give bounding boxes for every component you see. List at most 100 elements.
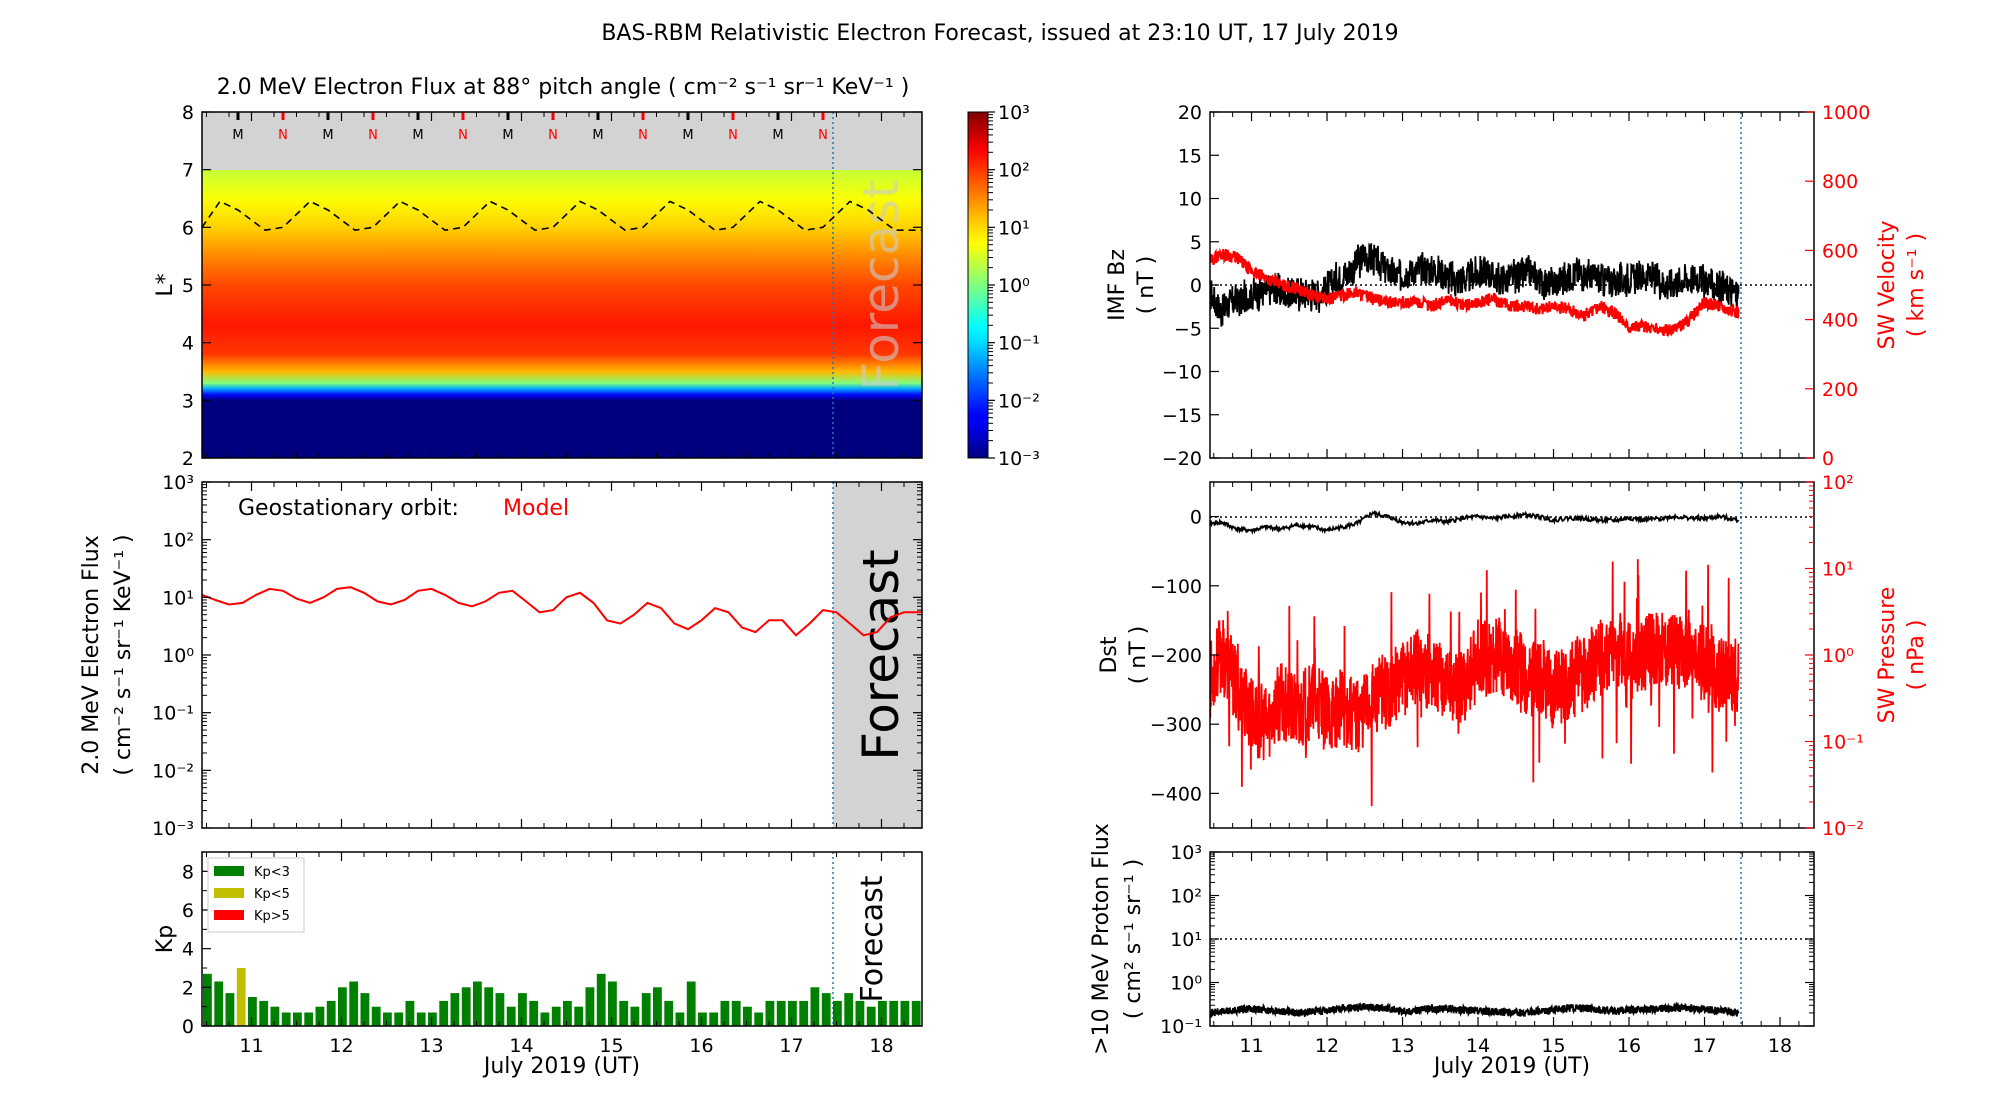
kp-ytick-label: 8 [182, 861, 194, 883]
kp-bar [439, 1001, 448, 1026]
kp-bar [406, 1001, 415, 1026]
colorbar-tick-label: 10² [998, 160, 1030, 182]
geo-ytick-label: 10⁻² [152, 760, 194, 782]
lstar-axis-label: L* [153, 273, 178, 296]
kp-bar [878, 1001, 887, 1026]
kp-legend-swatch-high [214, 910, 244, 920]
imf-panel: −20−15−10−50510152002004006008001000 IMF… [1105, 102, 1929, 470]
kp-bar [203, 974, 212, 1026]
kp-bar [777, 1001, 786, 1026]
psw-ytick-label: 10⁻² [1822, 818, 1864, 840]
kp-bar [496, 993, 505, 1026]
psw-ytick-label: 10¹ [1822, 559, 1854, 581]
psw-ytick-label: 10⁰ [1822, 645, 1854, 667]
magnetopause-label: N [818, 128, 828, 143]
lstar-ytick-label: 3 [182, 390, 194, 412]
kp-bar [619, 1001, 628, 1026]
geo-forecast-label: Forecast [852, 549, 910, 761]
imf-ytick-label: −15 [1162, 405, 1202, 427]
kp-bar [428, 1013, 437, 1027]
geo-ytick-label: 10⁰ [162, 645, 194, 667]
geo-ytick-label: 10⁻³ [152, 818, 194, 840]
proton-axis: 10⁻¹ 10⁰ 10¹ 10² 10³ 11 12 13 14 15 16 17 18 [1160, 842, 1814, 1057]
dst-ytick-label: −100 [1150, 576, 1202, 598]
kp-bar [563, 1001, 572, 1026]
kp-bar [462, 987, 471, 1026]
geo-ytick-label: 10¹ [162, 587, 194, 609]
kp-bar [316, 1007, 325, 1026]
kp-bar [349, 982, 358, 1027]
imf-ytick-label: 10 [1178, 189, 1202, 211]
kp-legend: Kp<3 Kp<5 Kp>5 [208, 858, 304, 932]
kp-bar [293, 1013, 302, 1027]
kp-ytick-label: 4 [182, 939, 194, 961]
vsw-ylabel-1: SW Velocity [1875, 220, 1900, 349]
dst-ylabel-2: ( nT ) [1126, 626, 1151, 685]
kp-bar [889, 1001, 898, 1026]
kp-bar [259, 1001, 268, 1026]
geo-ylabel-1: 2.0 MeV Electron Flux [79, 535, 104, 775]
colorbar [968, 112, 988, 458]
kp-bar [361, 993, 370, 1026]
geo-ylabel-2: ( cm⁻² s⁻¹ sr⁻¹ KeV⁻¹ ) [111, 534, 136, 775]
colorbar-tick-label: 10¹ [998, 217, 1030, 239]
dst-ytick-label: −400 [1150, 783, 1202, 805]
magnetopause-label: M [232, 128, 243, 143]
kp-bar [653, 987, 662, 1026]
magnetopause-label: N [278, 128, 288, 143]
kp-bar [372, 1007, 381, 1026]
kp-bar [732, 1001, 741, 1026]
colorbar-tick-label: 10⁻¹ [998, 333, 1040, 355]
kp-bar [844, 993, 853, 1026]
kp-legend-low: Kp<3 [254, 865, 290, 880]
kp-ytick-label: 6 [182, 900, 194, 922]
geo-flux-axis: 10⁻³ 10⁻² 10⁻¹ 10⁰ 10¹ 10² 10³ [152, 472, 922, 840]
kp-bar [687, 982, 696, 1027]
kp-bar [754, 1013, 763, 1027]
kp-bar [383, 1013, 392, 1027]
magnetopause-label: M [772, 128, 783, 143]
kp-forecast-label: Forecast [855, 875, 890, 1002]
kp-bars [203, 968, 921, 1026]
kp-bar [811, 987, 820, 1026]
magnetopause-label: M [322, 128, 333, 143]
kp-bar [574, 1007, 583, 1026]
kp-panel: Forecast 0246811 12 13 14 15 16 17 18 Kp July 2… [153, 852, 922, 1079]
lstar-ytick-label: 2 [182, 448, 194, 470]
lstar-ytick-label: 7 [182, 160, 194, 182]
kp-bar [608, 982, 617, 1027]
proton-ytick-label: 10⁻¹ [1160, 1016, 1202, 1038]
heatmap-flux-band [202, 170, 922, 458]
dst-panel: 0 −100 −200 −300 −400 10⁻² 10⁻¹ 10⁰ 10¹ 10² Dst (… [1097, 472, 1929, 840]
proton-flux-line [1210, 1003, 1739, 1017]
kp-bar [529, 1001, 538, 1026]
kp-bar [304, 1013, 313, 1027]
imf-ytick-label: −10 [1162, 362, 1202, 384]
heatmap-forecast-label: Forecast [852, 179, 910, 391]
imf-ytick-label: 0 [1190, 275, 1202, 297]
kp-bar [721, 1001, 730, 1026]
sw-pressure-line [1210, 559, 1739, 806]
geo-flux-model-line [202, 587, 922, 635]
imf-ytick-label: −5 [1174, 318, 1202, 340]
proton-xtick-label: 12 [1315, 1035, 1339, 1057]
proton-ytick-label: 10¹ [1170, 929, 1202, 951]
kp-xtick-label: 11 [239, 1035, 263, 1057]
vsw-ytick-label: 1000 [1822, 102, 1870, 124]
kp-bar [394, 1013, 403, 1027]
kp-legend-swatch-low [214, 866, 244, 876]
magnetopause-label: M [682, 128, 693, 143]
psw-ylabel-2: ( nPa ) [1904, 620, 1929, 691]
kp-bar [507, 1007, 516, 1026]
kp-legend-swatch-mid [214, 888, 244, 898]
kp-bar [912, 1001, 921, 1026]
flux-map-panel: 2.0 MeV Electron Flux at 88° pitch angle… [153, 75, 1040, 470]
kp-bar [698, 1013, 707, 1027]
lstar-ytick-label: 6 [182, 217, 194, 239]
imf-ytick-label: 20 [1178, 102, 1202, 124]
kp-bar [248, 997, 257, 1026]
imf-ytick-label: 15 [1178, 145, 1202, 167]
kp-legend-mid: Kp<5 [254, 887, 290, 902]
proton-xtick-label: 18 [1768, 1035, 1792, 1057]
imf-ytick-label: 5 [1190, 232, 1202, 254]
